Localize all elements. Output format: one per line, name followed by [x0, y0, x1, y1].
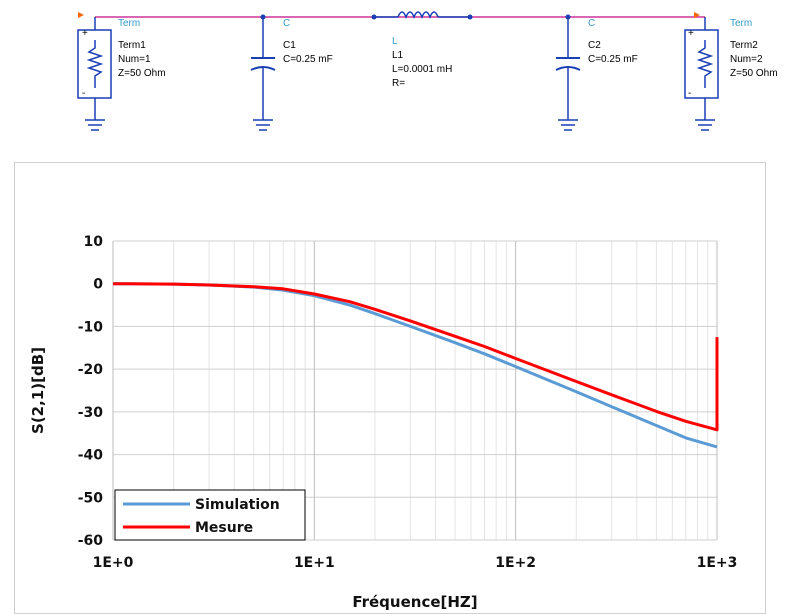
legend-label-simulation: Simulation [195, 497, 280, 513]
grid [112, 240, 718, 541]
x-tick-label: 1E+0 [93, 555, 134, 571]
term1-name: Term1 [118, 40, 146, 51]
term2-minus: - [688, 88, 691, 99]
y-tick-label: -20 [78, 362, 104, 378]
l1-type: L [392, 36, 398, 47]
x-axis-label: Fréquence[HZ] [352, 593, 477, 611]
x-tick-label: 1E+1 [294, 555, 335, 571]
l1-component: L L1 L=0.0001 mH R= [371, 11, 473, 89]
chart-container: 1E+0 1E+1 1E+2 1E+3 10 0 -10 -20 -30 -40 -50 -60 Fr… [14, 162, 766, 614]
c1-component: C C1 C=0.25 mF [250, 14, 333, 131]
y-axis-label: S(2,1)[dB] [29, 347, 47, 434]
term2-name: Term2 [730, 40, 758, 51]
term2-type: Term [730, 18, 752, 29]
c1-type: C [283, 18, 290, 29]
legend: Simulation Mesure [114, 489, 306, 541]
term1-impedance: Z=50 Ohm [118, 68, 166, 79]
term1-resistor-symbol [86, 40, 104, 88]
circuit-schematic: + - Term Term1 Num=1 Z=50 Ohm C C1 C=0.2… [77, 11, 778, 131]
c2-value: C=0.25 mF [588, 54, 638, 65]
term1-component: + - Term Term1 Num=1 Z=50 Ohm [77, 12, 166, 131]
legend-label-mesure: Mesure [195, 520, 253, 536]
c2-type: C [588, 18, 595, 29]
y-tick-label: 10 [84, 234, 104, 250]
inductor-icon [397, 11, 439, 20]
c1-name: C1 [283, 40, 296, 51]
series-line-mesure [112, 282, 719, 432]
c2-name: C2 [588, 40, 601, 51]
l1-value: L=0.0001 mH [392, 64, 452, 75]
y-tick-label: -30 [78, 405, 104, 421]
y-tick-label: -50 [78, 490, 104, 506]
x-tick-label: 1E+2 [495, 555, 536, 571]
term1-num: Num=1 [118, 54, 151, 65]
term2-plus: + [688, 28, 694, 39]
term1-minus: - [82, 88, 85, 99]
l1-name: L1 [392, 50, 404, 61]
term2-resistor-symbol [696, 40, 714, 88]
series [112, 282, 719, 449]
l1-resistance: R= [392, 78, 405, 89]
y-tick-label: -40 [78, 448, 104, 464]
term2-impedance: Z=50 Ohm [730, 68, 778, 79]
term1-type: Term [118, 18, 140, 29]
y-tick-label: 0 [93, 277, 103, 293]
y-tick-label: -10 [78, 319, 104, 335]
term1-plus: + [82, 28, 88, 39]
port2-marker [694, 12, 700, 18]
port1-marker [78, 12, 84, 18]
y-tick-label: -60 [78, 533, 104, 549]
tick-labels: 1E+0 1E+1 1E+2 1E+3 10 0 -10 -20 -30 -40 -50 -60 [78, 234, 738, 571]
legend-box [114, 489, 306, 541]
series-line-simulation [112, 282, 718, 449]
term2-num: Num=2 [730, 54, 763, 65]
x-tick-label: 1E+3 [697, 555, 738, 571]
term2-component: + - Term Term2 Num=2 Z=50 Ohm [684, 12, 778, 131]
c1-value: C=0.25 mF [283, 54, 333, 65]
s21-plot: 1E+0 1E+1 1E+2 1E+3 10 0 -10 -20 -30 -40 -50 -60 Fr… [29, 234, 738, 611]
c2-component: C C2 C=0.25 mF [555, 14, 638, 131]
